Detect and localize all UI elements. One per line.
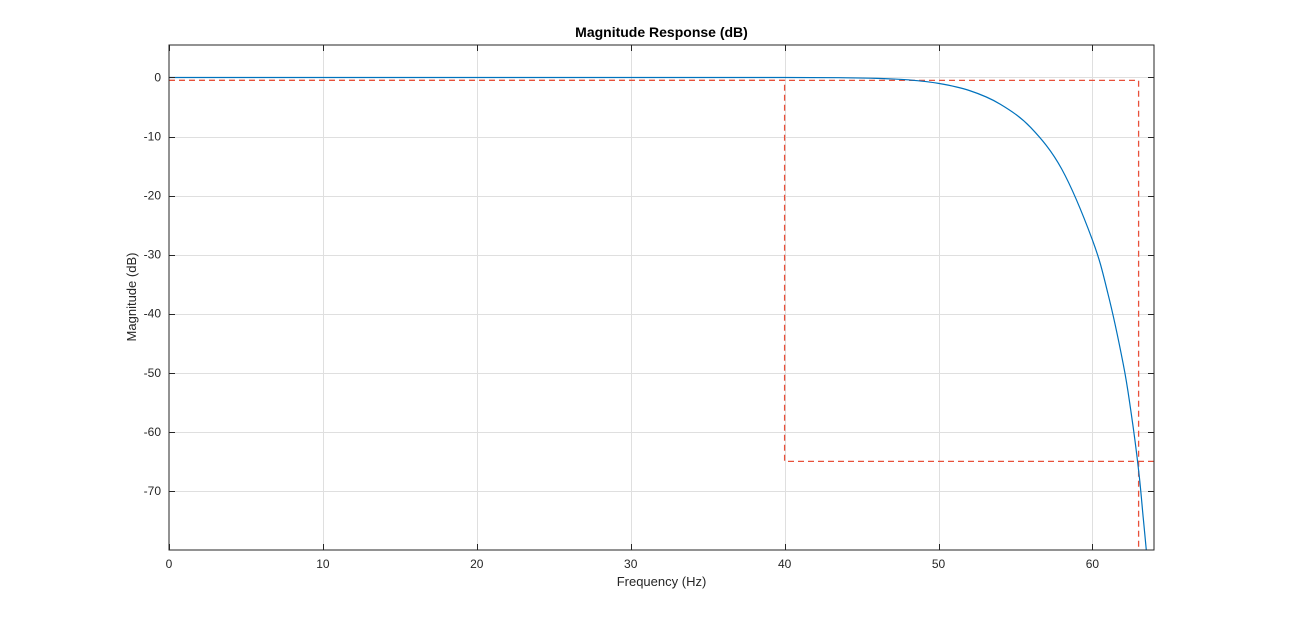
plot-background: [169, 45, 1154, 550]
chart-title: Magnitude Response (dB): [575, 24, 748, 40]
mask-line: [169, 79, 1154, 463]
ticks: 0 10 20 30 40 50 60 0 -10 -20 -30 -40 -50 -60 -70: [144, 45, 1154, 571]
y-tick-label: -30: [144, 248, 162, 262]
x-tick-label: 10: [316, 557, 330, 571]
x-tick-label: 60: [1086, 557, 1100, 571]
y-tick-label: -10: [144, 130, 162, 144]
y-tick-label: -40: [144, 307, 162, 321]
y-tick-label: -50: [144, 366, 162, 380]
grid: [169, 45, 1154, 550]
x-tick-label: 0: [166, 557, 173, 571]
magnitude-line: [169, 76, 1147, 551]
y-tick-label: 0: [154, 70, 161, 84]
x-tick-label: 30: [624, 557, 638, 571]
spec-mask: [169, 79, 1154, 550]
y-tick-label: -70: [144, 484, 162, 498]
y-tick-label: -60: [144, 425, 162, 439]
y-tick-label: -20: [144, 189, 162, 203]
x-tick-label: 20: [470, 557, 484, 571]
x-tick-label: 50: [932, 557, 946, 571]
x-tick-label: 40: [778, 557, 792, 571]
series: [169, 76, 1147, 551]
plot-frame: [168, 44, 1155, 551]
mask-line: [169, 79, 1140, 550]
y-axis-title: Magnitude (dB): [124, 253, 139, 342]
x-axis-title: Frequency (Hz): [617, 574, 707, 589]
